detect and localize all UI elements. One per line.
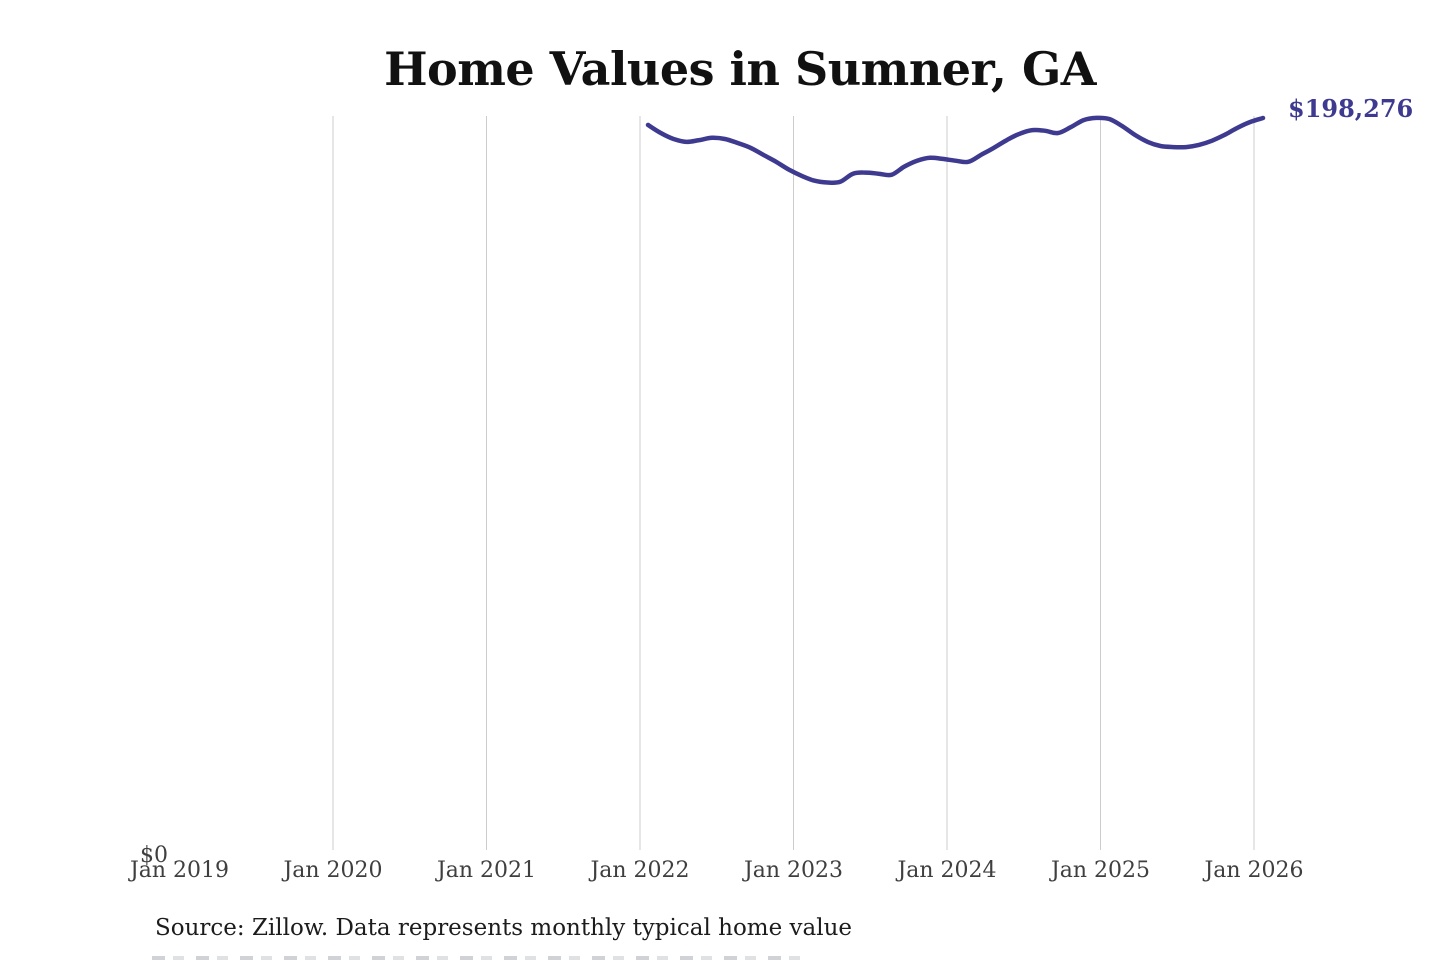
- cutoff-text-strip: [152, 956, 800, 960]
- x-tick-label: Jan 2020: [283, 858, 383, 883]
- x-tick-label: Jan 2026: [1204, 858, 1304, 883]
- chart-title: Home Values in Sumner, GA: [384, 42, 1096, 96]
- y-axis-zero-label: $0: [140, 843, 168, 868]
- source-note: Source: Zillow. Data represents monthly …: [155, 915, 853, 941]
- home-value-line: [645, 115, 1266, 186]
- x-tick-label: Jan 2021: [436, 858, 537, 883]
- x-tick-label: Jan 2023: [743, 858, 844, 883]
- x-tick-label: Jan 2019: [129, 858, 230, 883]
- x-tick-label: Jan 2025: [1050, 858, 1151, 883]
- x-tick-label: Jan 2024: [897, 858, 997, 883]
- gridlines: [332, 116, 1255, 850]
- x-tick-label: Jan 2022: [590, 858, 690, 883]
- latest-value-label: $198,276: [1288, 94, 1414, 123]
